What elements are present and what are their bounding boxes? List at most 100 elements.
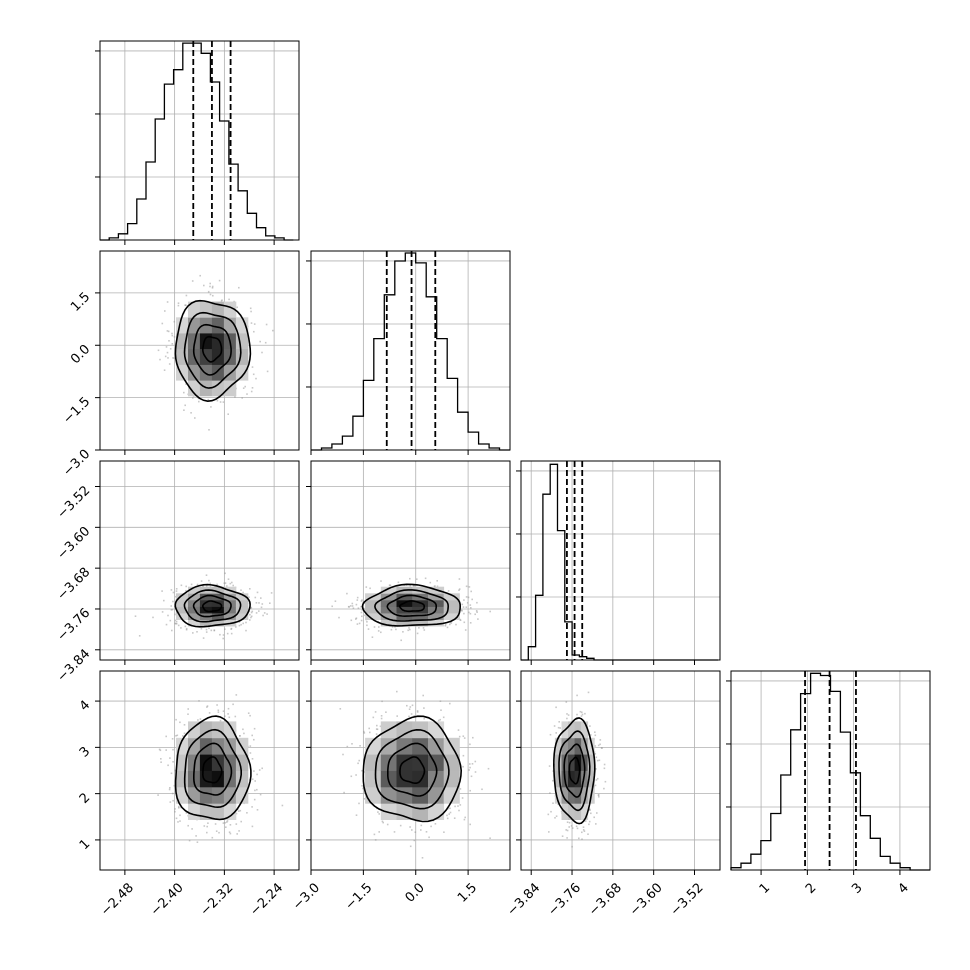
scatter-point: [373, 626, 376, 628]
scatter-point: [175, 735, 177, 737]
contour-3-2-0: [568, 756, 581, 785]
density-cell: [587, 770, 595, 788]
scatter-point: [161, 611, 164, 613]
density-cell: [199, 593, 213, 601]
scatter-point: [388, 584, 391, 586]
scatter-point: [224, 715, 226, 717]
density-cell: [428, 786, 445, 804]
scatter-point: [453, 817, 456, 819]
scatter-point: [152, 616, 154, 619]
scatter-point: [463, 737, 466, 739]
scatter-point: [253, 323, 256, 325]
scatter-point: [264, 341, 267, 344]
scatter-point: [348, 606, 350, 608]
scatter-point: [423, 707, 425, 709]
y-tick-label: −1.5: [60, 394, 93, 427]
scatter-point: [408, 627, 410, 629]
x-tick-label: −3.68: [586, 880, 625, 919]
scatter-point: [219, 401, 222, 403]
scatter-point: [227, 578, 230, 580]
scatter-point: [433, 585, 436, 588]
scatter-point: [589, 734, 592, 736]
scatter-point: [246, 812, 248, 814]
scatter-point: [349, 605, 352, 607]
scatter-point: [184, 404, 186, 407]
scatter-point: [226, 821, 228, 823]
scatter-point: [464, 629, 467, 631]
density-cell: [365, 606, 382, 614]
scatter-point: [583, 830, 586, 832]
scatter-point: [249, 745, 252, 747]
scatter-point: [168, 340, 170, 342]
scatter-point: [187, 713, 189, 715]
contour-1-0-1: [192, 323, 232, 376]
scatter-point: [568, 826, 570, 828]
density-cell: [581, 786, 589, 804]
density-cell: [568, 737, 575, 755]
scatter-point: [449, 702, 451, 705]
density-cell: [223, 803, 237, 820]
contour-2-1-1: [386, 594, 437, 618]
scatter-point: [248, 596, 250, 598]
density-cell: [176, 593, 189, 601]
scatter-point: [598, 796, 600, 798]
scatter-point: [171, 629, 173, 632]
scatter-point: [430, 825, 432, 828]
scatter-point: [458, 589, 460, 591]
density-cell: [176, 599, 189, 607]
scatter-point: [160, 758, 162, 760]
scatter-point: [228, 716, 231, 719]
density-cell: [365, 770, 382, 788]
scatter-point: [224, 822, 226, 824]
scatter-point: [437, 719, 440, 722]
scatter-point: [195, 835, 197, 837]
scatter-point: [266, 370, 269, 373]
x-tick-label: −3.76: [545, 880, 584, 919]
scatter-point: [174, 808, 176, 810]
y-tick-label: −3.52: [55, 483, 94, 522]
density-cell: [568, 721, 575, 739]
scatter-point: [208, 627, 210, 629]
density-cell: [188, 380, 201, 397]
scatter-point: [467, 596, 470, 599]
scatter-point: [228, 298, 230, 301]
scatter-point: [167, 614, 169, 617]
scatter-point: [360, 619, 363, 622]
scatter-point: [361, 785, 363, 787]
density-cell: [561, 786, 569, 804]
scatter-point: [446, 626, 449, 629]
scatter-point: [198, 400, 200, 403]
scatter-point: [179, 820, 181, 822]
scatter-point: [589, 725, 591, 727]
scatter-point: [165, 749, 167, 751]
scatter-point: [446, 814, 448, 817]
scatter-point: [211, 285, 214, 288]
scatter-point: [211, 287, 214, 289]
scatter-point: [604, 780, 607, 783]
scatter-point: [224, 628, 226, 630]
scatter-point: [160, 761, 162, 763]
scatter-point: [412, 584, 415, 587]
scatter-point: [174, 769, 176, 772]
scatter-point: [170, 605, 172, 607]
scatter-point: [603, 787, 605, 790]
scatter-point: [469, 789, 471, 792]
scatter-point: [256, 788, 258, 791]
scatter-point: [242, 622, 244, 625]
density-cell: [412, 803, 429, 820]
scatter-point: [209, 293, 212, 296]
x-tick-label: −3.84: [504, 880, 543, 919]
density-cell: [188, 737, 201, 755]
scatter-point: [170, 589, 173, 591]
scatter-point: [231, 581, 233, 584]
scatter-point: [471, 763, 474, 765]
scatter-point: [183, 391, 185, 394]
density-cell: [581, 803, 589, 820]
scatter-point: [172, 600, 174, 603]
scatter-point: [472, 736, 474, 739]
scatter-point: [240, 623, 242, 626]
scatter-point: [259, 793, 262, 796]
scatter-point: [221, 299, 223, 301]
scatter-panel-1-0: [95, 250, 300, 455]
density-cell: [587, 737, 595, 755]
